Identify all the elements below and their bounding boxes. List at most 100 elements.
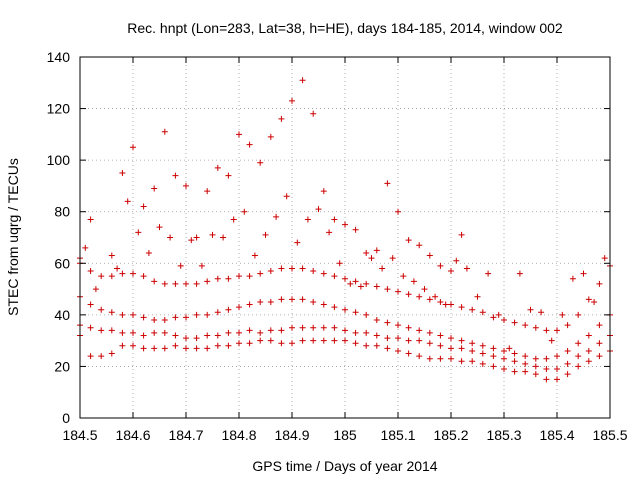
data-point-marker [580,270,587,277]
data-point-marker [554,376,560,383]
data-point-marker [289,340,295,347]
data-point-marker [320,301,327,308]
data-point-marker [98,353,105,360]
data-point-marker [426,252,433,259]
data-point-marker [108,273,115,280]
data-point-marker [458,231,465,238]
data-point-marker [564,347,571,354]
data-point-marker [299,324,306,331]
data-point-marker [522,353,529,360]
y-tick-label: 20 [54,358,70,374]
data-point-marker [98,306,105,313]
data-point-marker [342,327,348,334]
data-point-marker [522,368,529,375]
data-point-marker [437,298,444,305]
data-point-marker [172,332,179,339]
y-tick-label: 120 [47,101,71,117]
data-point-marker [585,332,592,339]
data-point-marker [469,306,476,313]
data-point-marker [389,255,396,262]
y-tick-label: 60 [54,255,70,271]
data-point-marker [214,342,221,349]
data-point-marker [426,355,433,362]
data-point-marker [554,327,560,334]
data-point-marker [92,286,99,293]
data-point-marker [405,324,412,331]
data-point-marker [585,358,592,365]
data-point-marker [151,278,158,285]
data-point-marker [225,275,232,282]
data-point-marker [495,311,502,318]
data-point-marker [204,332,211,339]
data-point-marker [310,337,317,344]
data-point-marker [204,188,211,195]
data-point-marker [114,265,121,272]
data-point-marker [554,353,560,360]
data-point-marker [299,296,306,303]
data-point-marker [490,314,497,321]
data-point-marker [458,345,465,352]
data-point-marker [108,350,115,357]
data-point-marker [426,340,433,347]
data-point-marker [172,280,179,287]
data-point-marker [585,296,592,303]
data-point-marker [140,314,147,321]
y-tick-label: 100 [47,152,71,168]
data-point-marker [596,353,603,360]
data-point-marker [352,340,359,347]
grid-lines [80,57,610,418]
data-point-marker [395,347,401,354]
data-point-marker [267,327,274,334]
data-point-marker [135,229,142,236]
data-point-marker [511,350,518,357]
data-point-marker [416,242,423,249]
data-point-marker [342,275,348,282]
data-point-marker [140,345,147,352]
data-point-marker [257,337,264,344]
data-point-marker [527,306,534,313]
data-point-marker [373,332,380,339]
data-point-marker [289,324,295,331]
data-point-marker [299,77,306,84]
data-point-marker [119,311,126,318]
data-point-marker [596,280,603,287]
data-point-marker [331,337,338,344]
data-point-marker [283,193,290,200]
data-point-marker [315,206,322,213]
data-point-marker [458,337,465,344]
data-point-marker [310,324,317,331]
data-point-marker [236,273,242,280]
data-point-marker [299,337,306,344]
x-tick-label: 185.1 [380,427,415,443]
data-point-marker [485,270,492,277]
axes: 184.5 184.6 184.7 184.8 184.9 185 185.1 185.2 18… [47,49,628,443]
data-point-marker [373,283,380,290]
data-point-marker [87,216,94,223]
data-point-marker [331,216,338,223]
data-point-marker [448,301,454,308]
data-point-marker [416,327,423,334]
data-point-marker [342,221,348,228]
x-tick-label: 185 [333,427,357,443]
data-point-marker [246,301,253,308]
data-point-marker [130,329,136,336]
data-point-marker [294,239,301,246]
data-point-marker [167,234,174,241]
y-tick-label: 140 [47,49,71,65]
data-point-marker [416,337,423,344]
data-point-marker [511,358,518,365]
data-point-marker [384,335,391,342]
data-point-marker [267,337,274,344]
data-point-marker [342,306,348,313]
data-point-marker [405,237,412,244]
data-point-marker [193,280,200,287]
data-point-marker [193,345,200,352]
data-point-marker [400,273,407,280]
data-point-marker [575,363,582,370]
x-tick-label: 184.7 [168,427,203,443]
data-point-marker [479,350,486,357]
data-point-marker [585,347,592,354]
data-point-marker [161,329,168,336]
x-tick-label: 185.4 [539,427,574,443]
